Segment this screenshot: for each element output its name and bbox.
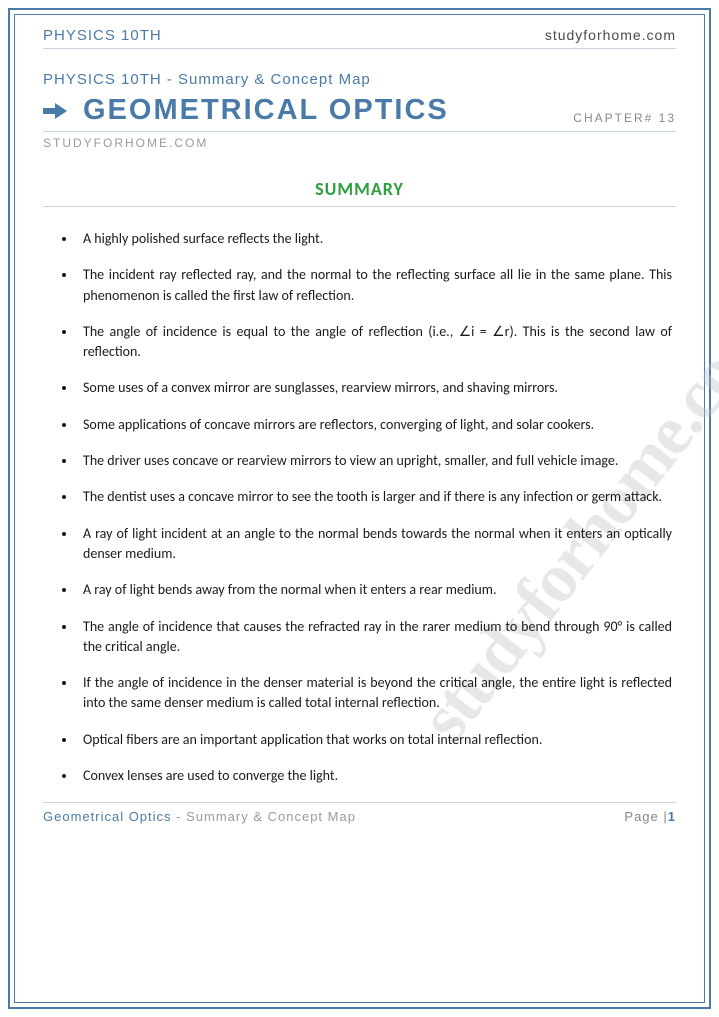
summary-list: A highly polished surface reflects the l…: [43, 229, 676, 786]
page-subtitle: PHYSICS 10TH - Summary & Concept Map: [43, 71, 676, 88]
page-number: 1: [668, 809, 676, 824]
list-item: A highly polished surface reflects the l…: [77, 229, 672, 249]
summary-heading: SUMMARY: [43, 178, 676, 207]
arrow-right-icon: [43, 101, 67, 121]
header-subject: PHYSICS 10TH: [43, 27, 162, 44]
list-item: The angle of incidence that causes the r…: [77, 617, 672, 658]
footer-left: Geometrical Optics - Summary & Concept M…: [43, 809, 356, 824]
list-item: A ray of light incident at an angle to t…: [77, 524, 672, 565]
page-title: GEOMETRICAL OPTICS: [83, 94, 449, 127]
list-item: A ray of light bends away from the norma…: [77, 580, 672, 600]
footer-subtitle: - Summary & Concept Map: [172, 809, 356, 824]
list-item: The driver uses concave or rearview mirr…: [77, 451, 672, 471]
list-item: The dentist uses a concave mirror to see…: [77, 487, 672, 507]
title-left-group: GEOMETRICAL OPTICS: [43, 94, 449, 127]
list-item: Optical fibers are an important applicat…: [77, 730, 672, 750]
list-item: Some applications of concave mirrors are…: [77, 415, 672, 435]
site-caption: STUDYFORHOME.COM: [43, 136, 676, 150]
chapter-label: CHAPTER# 13: [573, 111, 676, 127]
page-content: studyforhome.com PHYSICS 10TH studyforho…: [14, 14, 705, 1003]
header-site: studyforhome.com: [545, 27, 676, 43]
header-bar: PHYSICS 10TH studyforhome.com: [43, 27, 676, 49]
list-item: Some uses of a convex mirror are sunglas…: [77, 378, 672, 398]
footer-bar: Geometrical Optics - Summary & Concept M…: [43, 802, 676, 824]
list-item: The incident ray reflected ray, and the …: [77, 265, 672, 306]
list-item: If the angle of incidence in the denser …: [77, 673, 672, 714]
page-label: Page |: [624, 809, 667, 824]
footer-topic: Geometrical Optics: [43, 809, 172, 824]
list-item: The angle of incidence is equal to the a…: [77, 322, 672, 363]
footer-page: Page |1: [624, 809, 676, 824]
title-row: GEOMETRICAL OPTICS CHAPTER# 13: [43, 94, 676, 132]
list-item: Convex lenses are used to converge the l…: [77, 766, 672, 786]
